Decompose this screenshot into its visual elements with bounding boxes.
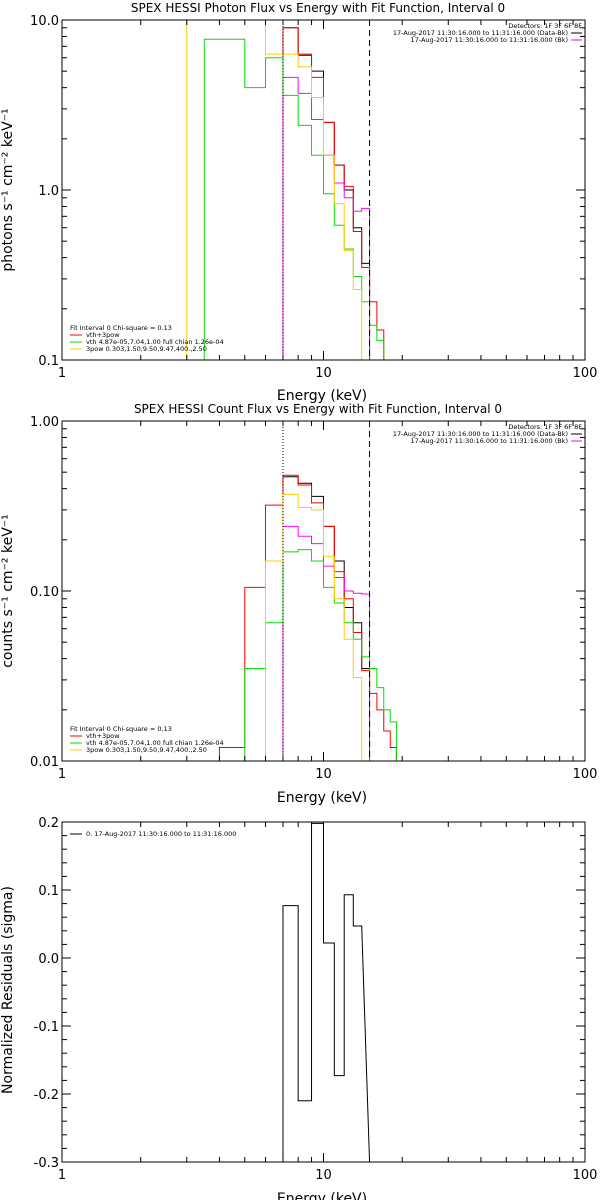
panel-2-title: SPEX HESSI Count Flux vs Energy with Fit… — [134, 402, 502, 416]
panel-2-legend-bl-text: Fit Interval 0 Chi-square = 0.13 — [70, 725, 172, 733]
panel-3-ytick-label: 0.0 — [38, 952, 59, 967]
panel-2-ytick-label: 1.00 — [30, 415, 59, 430]
panel-3-xtick-label: 100 — [573, 1168, 598, 1183]
panel-3-axes: 1 10 100 -0.3 -0.2 -0.1 0.0 0.1 0.2 — [34, 816, 598, 1183]
panel-1-marks — [186, 20, 391, 360]
panel-3-xtick-label: 10 — [315, 1168, 332, 1183]
panel-1-xtick-label: 1 — [58, 366, 66, 381]
panel-1-axes: 1 10 100 0.1 1.0 10.0 — [30, 14, 597, 381]
panel-1-series-1 — [282, 27, 385, 360]
panel-1-ytick-label: 1.0 — [38, 184, 59, 199]
panel-3-xlabel: Energy (keV) — [277, 1191, 367, 1200]
panel-1-ylabel: photons s⁻¹ cm⁻² keV⁻¹ — [0, 108, 16, 271]
panel-3-ytick-label: -0.2 — [34, 1088, 59, 1103]
panel-2-legend-tr-text: Detectors: 1F 3F 6F 8F — [508, 423, 582, 431]
panel-2-series-1 — [218, 474, 397, 761]
panel-1-legend-tr-text: 17-Aug-2017 11:30:16.000 to 11:31:16.000… — [393, 29, 568, 37]
panel-2-legend-tr-text: 17-Aug-2017 11:30:16.000 to 11:31:16.000… — [411, 437, 568, 445]
panel-2-marks — [218, 421, 397, 761]
panel-1-legend-bottom-left: Fit Interval 0 Chi-square = 0.13vth+3pow… — [70, 324, 224, 353]
panel-3-series-0 — [282, 822, 371, 1162]
photon-flux-panel: SPEX HESSI Photon Flux vs Energy with Fi… — [0, 1, 597, 404]
count-flux-panel: SPEX HESSI Count Flux vs Energy with Fit… — [0, 402, 597, 806]
panel-1-ytick-label: 0.1 — [38, 354, 59, 369]
panel-2-legend-bl-text: 3pow 0.303,1.50,9.50,9.47,400.,2.50 — [86, 746, 207, 754]
panel-2-ytick-label: 0.01 — [30, 755, 59, 770]
panel-1-series-3 — [203, 38, 391, 360]
panel-1-xlabel: Energy (keV) — [277, 388, 367, 404]
panel-3-ytick-label: -0.1 — [34, 1020, 59, 1035]
panel-1-ytick-label: 10.0 — [30, 14, 59, 29]
panel-1-xtick-label: 10 — [315, 366, 332, 381]
panel-1-legend-bl-text: vth+3pow — [86, 331, 120, 339]
panel-2-ytick-label: 0.10 — [30, 585, 59, 600]
panel-1-legend-tr-text: Detectors: 1F 3F 6F 8F — [508, 22, 582, 30]
panel-3-legend-tl-text: 0. 17-Aug-2017 11:30:16.000 to 11:31:16.… — [86, 830, 236, 838]
panel-1-legend-bl-text: vth 4.87e-05,7.04,1.00 full chian 1.26e-… — [86, 338, 224, 346]
panel-2-series-3 — [244, 549, 397, 761]
panel-2-series-4 — [244, 493, 363, 761]
panel-2-ylabel: counts s⁻¹ cm⁻² keV⁻¹ — [0, 514, 16, 668]
panel-2-legend-bl-text: vth+3pow — [86, 732, 120, 740]
panel-2-series-0 — [282, 476, 371, 761]
panel-3-ytick-label: 0.1 — [38, 884, 59, 899]
panel-3-xtick-label: 1 — [58, 1168, 66, 1183]
panel-3-ytick-label: 0.2 — [38, 816, 59, 831]
panel-1-legend-bl-text: 3pow 0.303,1.50,9.50,9.47,400.,2.50 — [86, 345, 207, 353]
panel-2-xtick-label: 100 — [573, 767, 598, 782]
panel-2-legend-bottom-left: Fit Interval 0 Chi-square = 0.13vth+3pow… — [70, 725, 224, 754]
panel-3-ytick-label: -0.3 — [34, 1156, 59, 1171]
panel-2-axes: 1 10 100 0.01 0.10 1.00 — [30, 415, 597, 782]
panel-2-xtick-label: 10 — [315, 767, 332, 782]
panel-2-xtick-label: 1 — [58, 767, 66, 782]
panel-2-legend-bl-text: vth 4.87e-05,7.04,1.00 full chian 1.26e-… — [86, 739, 224, 747]
panel-2-axes-frame — [61, 420, 586, 762]
panel-1-series-4 — [186, 20, 363, 360]
panel-3-ylabel: Normalized Residuals (sigma) — [0, 886, 16, 1094]
panel-1-xtick-label: 100 — [573, 366, 598, 381]
panel-1-series-2 — [282, 76, 371, 360]
panel-3-marks — [282, 822, 371, 1162]
residuals-panel: 1 10 100 -0.3 -0.2 -0.1 0.0 0.1 0.2 Energy (keV)… — [0, 816, 598, 1204]
panel-1-legend-bl-text: Fit Interval 0 Chi-square = 0.13 — [70, 324, 172, 332]
panel-1-legend-tr-text: 17-Aug-2017 11:30:16.000 to 11:31:16.000… — [411, 36, 568, 44]
panel-3-legend-top-left: 0. 17-Aug-2017 11:30:16.000 to 11:31:16.… — [70, 830, 236, 838]
panel-1-title: SPEX HESSI Photon Flux vs Energy with Fi… — [131, 1, 505, 15]
panel-2-series-2 — [282, 525, 371, 761]
panel-2-legend-tr-text: 17-Aug-2017 11:30:16.000 to 11:31:16.000… — [393, 430, 568, 438]
panel-2-xlabel: Energy (keV) — [277, 790, 367, 806]
